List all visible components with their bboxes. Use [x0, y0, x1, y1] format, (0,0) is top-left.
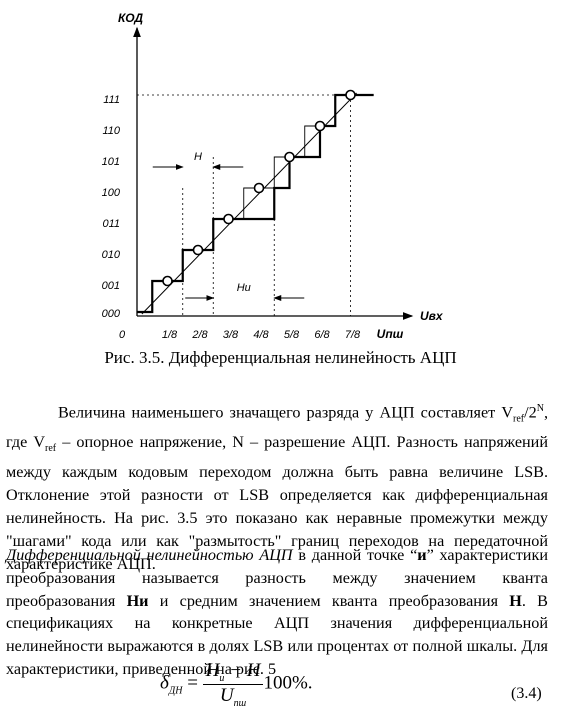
x-tick-label: 0 [119, 329, 126, 341]
formula-dnl: δДН = Hи − H Uпш 100%. [160, 660, 313, 709]
code-center-point [345, 89, 356, 101]
code-center-point [284, 151, 295, 163]
paragraph-lsb: Величина наименьшего значащего разряда у… [6, 403, 548, 573]
code-center-point [253, 182, 265, 194]
y-tick-label: 111 [103, 94, 120, 106]
paragraph-definition: Дифференциальной нелинейностью АЦП в дан… [6, 546, 549, 678]
code-center-points [162, 89, 356, 287]
equation-number: (3.4) [511, 685, 542, 702]
y-tick-label: 110 [102, 125, 120, 137]
y-tick-label: 001 [102, 280, 120, 292]
figure-caption: Рис. 3.5. Дифференциальная нелинейность … [104, 348, 457, 367]
y-axis-title: КОД [118, 11, 143, 25]
hi-label: Hи [237, 282, 251, 294]
x-tick-label: 3/8 [223, 329, 239, 341]
y-tick-label: 101 [102, 156, 120, 168]
x-tick-label: 1/8 [162, 329, 178, 341]
code-center-point [162, 275, 173, 287]
y-tick-label: 011 [102, 218, 120, 230]
h-label: H [194, 151, 202, 163]
x-tick-label: 5/8 [284, 329, 300, 341]
y-tick-label: 010 [102, 249, 121, 261]
y-tick-label: 100 [102, 187, 121, 199]
x-tick-label: 2/8 [191, 329, 208, 341]
y-tick-label: 000 [102, 308, 121, 320]
x-axis-title: Uвх [420, 309, 444, 323]
code-center-point [223, 213, 234, 225]
x-tick-label: 7/8 [345, 329, 361, 341]
code-center-point [314, 120, 326, 132]
x-tick-label: 4/8 [253, 329, 269, 341]
x-tick-label: 6/8 [314, 329, 330, 341]
code-center-point [192, 244, 204, 256]
x-tick-label-full-scale: Uпш [377, 327, 404, 341]
